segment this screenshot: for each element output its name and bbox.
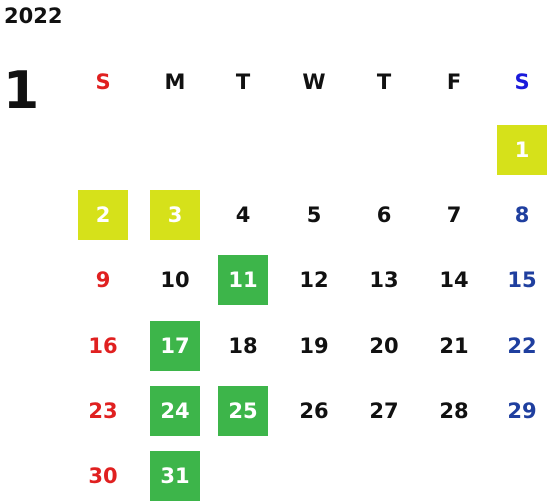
day-5[interactable]: 5 [306,203,322,227]
day-12[interactable]: 12 [299,268,329,292]
day-30[interactable]: 30 [88,464,118,488]
day-20[interactable]: 20 [369,334,399,358]
day-28[interactable]: 28 [439,399,469,423]
day-31[interactable]: 31 [150,451,200,501]
weekday-header-0: S [95,70,111,94]
weekday-header-1: M [164,70,186,94]
day-27[interactable]: 27 [369,399,399,423]
day-7[interactable]: 7 [446,203,462,227]
day-22[interactable]: 22 [507,334,537,358]
day-25[interactable]: 25 [218,386,268,436]
day-21[interactable]: 21 [439,334,469,358]
day-8[interactable]: 8 [514,203,530,227]
day-6[interactable]: 6 [376,203,392,227]
day-9[interactable]: 9 [95,268,111,292]
day-14[interactable]: 14 [439,268,469,292]
day-2[interactable]: 2 [78,190,128,240]
weekday-header-5: F [446,70,462,94]
day-16[interactable]: 16 [88,334,118,358]
day-26[interactable]: 26 [299,399,329,423]
calendar-year: 2022 [4,4,63,28]
weekday-header-4: T [376,70,392,94]
day-24[interactable]: 24 [150,386,200,436]
day-1[interactable]: 1 [497,125,547,175]
weekday-header-2: T [235,70,251,94]
day-18[interactable]: 18 [228,334,258,358]
day-4[interactable]: 4 [235,203,251,227]
day-13[interactable]: 13 [369,268,399,292]
day-3[interactable]: 3 [150,190,200,240]
day-15[interactable]: 15 [507,268,537,292]
day-11[interactable]: 11 [218,255,268,305]
weekday-header-3: W [302,70,326,94]
day-10[interactable]: 10 [160,268,190,292]
day-23[interactable]: 23 [88,399,118,423]
day-17[interactable]: 17 [150,321,200,371]
weekday-header-6: S [514,70,530,94]
day-19[interactable]: 19 [299,334,329,358]
day-29[interactable]: 29 [507,399,537,423]
calendar-month: 1 [3,61,40,121]
